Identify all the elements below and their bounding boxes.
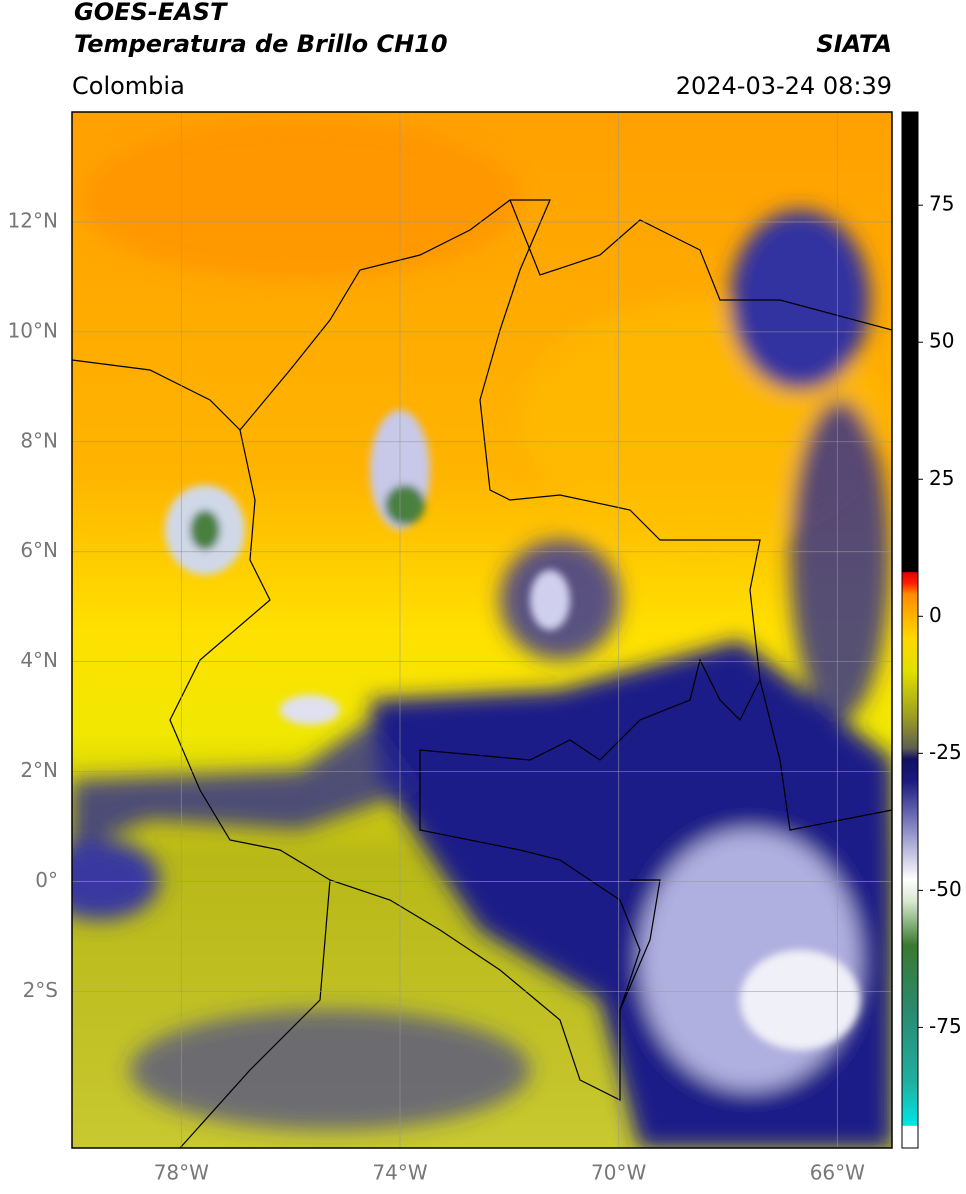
colorbar-tick-label: 75 [929,192,954,216]
lat-tick-label: 6°N [20,538,58,562]
colorbar-tick-label: -50 [929,877,962,901]
lat-tick-label: 12°N [8,208,58,232]
lat-tick-label: 10°N [8,318,58,342]
source: SIATA [816,30,892,58]
lat-tick-label: 2°S [23,978,58,1002]
map-frame [71,111,893,1149]
lat-tick-label: 2°N [20,758,58,782]
graticule [72,112,892,1148]
lat-tick-label: 0° [35,868,58,892]
subtitle: Temperatura de Brillo CH10 [74,30,448,58]
colorbar [901,111,919,1149]
lon-tick-label: 74°W [372,1161,427,1185]
region: Colombia [72,72,185,100]
title: GOES-EAST [74,0,228,26]
lon-tick-label: 78°W [154,1161,209,1185]
lon-tick-label: 66°W [810,1161,865,1185]
borders [72,199,892,1148]
lon-tick-label: 70°W [591,1161,646,1185]
colorbar-tick-label: -25 [929,740,962,764]
satellite-image [72,112,892,1148]
colorbar-tick-label: 0 [929,603,942,627]
colorbar-tick-label: 50 [929,329,954,353]
colorbar-tick-label: -75 [929,1014,962,1038]
timestamp: 2024-03-24 08:39 [676,72,892,100]
convective-cores [165,410,860,1050]
lat-tick-label: 8°N [20,428,58,452]
cloud-field [72,120,892,1148]
lat-tick-label: 4°N [20,648,58,672]
colorbar-tick-label: 25 [929,466,954,490]
